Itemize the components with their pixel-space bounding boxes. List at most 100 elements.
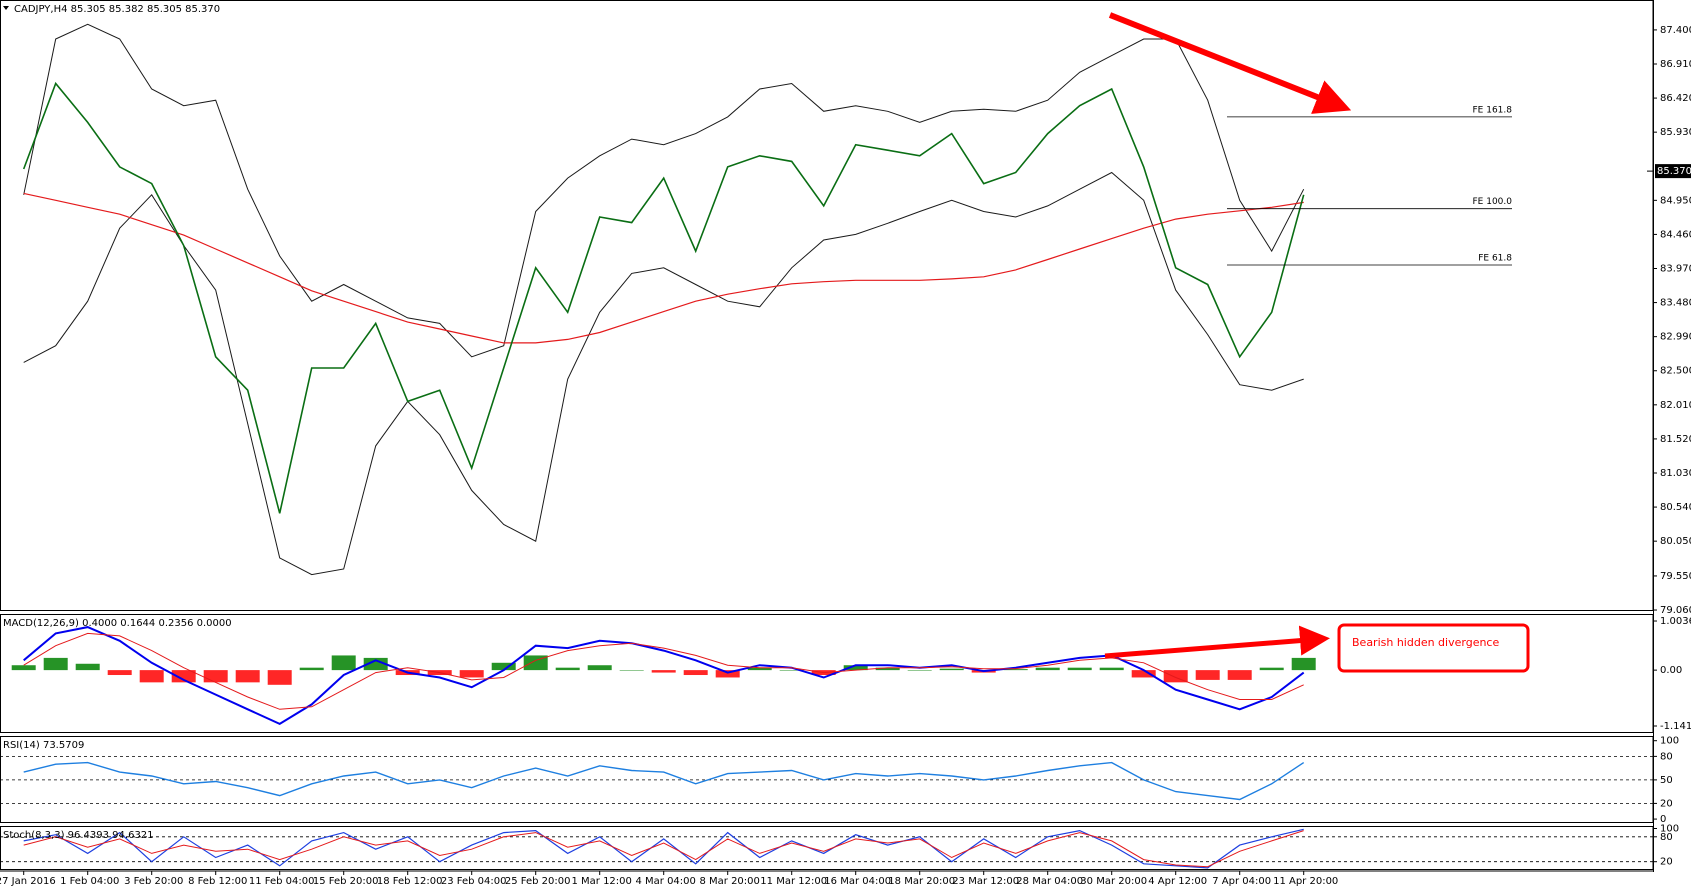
histogram-bar [491,662,516,671]
y-tick-label: 20 [1660,798,1673,809]
x-tick-label: 11 Mar 12:00 [760,876,827,887]
histogram-bar [1035,667,1060,671]
histogram-bar [235,670,260,683]
y-tick-label: 80.050 [1660,536,1691,547]
x-tick-label: 8 Mar 20:00 [699,876,759,887]
x-tick-label: 4 Apr 12:00 [1148,876,1207,887]
y-tick-label: 0 [1660,814,1666,825]
y-tick-label: 80 [1660,751,1673,762]
histogram-bar [747,667,772,671]
histogram-bar [267,670,292,685]
fib-label: FE 100.0 [1473,197,1513,207]
menu-triangle [3,6,9,10]
panel-title: CADJPY,H4 85.305 85.382 85.305 85.370 [14,4,220,15]
histogram-bar [1259,667,1284,671]
histogram-bar [1195,670,1220,680]
last-price-label: 85.370 [1657,166,1691,177]
x-tick-label: 1 Mar 12:00 [571,876,631,887]
y-tick-label: 79.550 [1660,571,1691,582]
histogram-bar [523,655,548,671]
histogram-bar [907,670,932,671]
histogram-bar [203,670,228,683]
histogram-bar [587,665,612,671]
y-tick-label: 0.00 [1660,665,1682,676]
x-tick-label: 18 Feb 12:00 [377,876,443,887]
x-tick-label: 23 Mar 12:00 [952,876,1019,887]
y-tick-label: 1.0036 [1660,616,1691,627]
divergence-arrow [1104,625,1330,659]
x-tick-label: 30 Mar 20:00 [1080,876,1147,887]
histogram-bar [43,657,68,671]
histogram-bar [1067,667,1092,671]
y-tick-label: 100 [1660,736,1679,747]
histogram-bar [1131,670,1156,678]
histogram-bar [1099,667,1124,671]
x-tick-label: 7 Apr 04:00 [1212,876,1271,887]
histogram-bar [619,670,644,671]
histogram-bar [715,670,740,678]
x-tick-label: 28 Mar 04:00 [1016,876,1083,887]
y-tick-label: -1.1417 [1660,721,1691,732]
y-tick-label: 86.910 [1660,59,1691,70]
y-tick-label: 81.520 [1660,434,1691,445]
y-tick-label: 83.480 [1660,298,1691,309]
histogram-bar [651,670,676,673]
y-tick-label: 100 [1660,823,1679,834]
histogram-bar [683,670,708,676]
series-line [22,81,1305,514]
y-tick-label: 79.060 [1660,605,1691,616]
y-tick-label: 87.400 [1660,25,1691,36]
x-tick-label: 23 Feb 04:00 [441,876,507,887]
panel-title: Stoch(8,3,3) 96.4393 94.6321 [3,830,154,841]
y-tick-label: 82.010 [1660,400,1691,411]
x-tick-label: 18 Mar 20:00 [888,876,955,887]
x-tick-label: 4 Mar 04:00 [635,876,695,887]
y-tick-label: 82.500 [1660,366,1691,377]
histogram-bar [779,670,804,671]
histogram-bar [11,665,36,671]
y-tick-label: 84.950 [1660,195,1691,206]
fib-label: FE 61.8 [1478,254,1512,264]
histogram-bar [459,670,484,678]
annotation-box [1337,623,1530,673]
series-line [23,761,1305,801]
histogram-bar [299,667,324,671]
y-tick-label: 20 [1660,857,1673,868]
series-line [23,632,1304,710]
x-tick-label: 11 Apr 20:00 [1273,876,1338,887]
x-tick-label: 1 Feb 04:00 [60,876,119,887]
y-tick-label: 80 [1660,832,1673,843]
x-tick-label: 16 Mar 04:00 [824,876,891,887]
y-tick-label: 81.030 [1660,468,1691,479]
histogram-bar [331,655,356,671]
histogram-bar [1003,669,1028,671]
y-tick-label: 86.420 [1660,93,1691,104]
y-tick-label: 83.970 [1660,263,1691,274]
panel-title: RSI(14) 73.5709 [3,740,84,751]
series-line [23,192,1304,344]
fib-label: FE 161.8 [1473,105,1513,115]
series-line [23,830,1304,868]
histogram-bar [171,670,196,683]
histogram-bar [75,663,100,671]
x-tick-label: 15 Feb 20:00 [313,876,379,887]
histogram-bar [139,670,164,683]
histogram-bar [555,667,580,671]
y-tick-label: 84.460 [1660,229,1691,240]
x-tick-label: 3 Feb 20:00 [124,876,183,887]
series-line [23,23,1305,358]
histogram-bar [1291,657,1316,671]
last-price-box [1655,164,1691,179]
x-tick-label: 27 Jan 2016 [0,876,56,887]
trend-arrow [1108,12,1352,114]
y-tick-label: 85.930 [1660,127,1691,138]
x-tick-label: 8 Feb 12:00 [188,876,247,887]
y-tick-label: 82.990 [1660,332,1691,343]
annotation-text: Bearish hidden divergence [1352,636,1499,649]
y-tick-label: 80.540 [1660,502,1691,513]
histogram-bar [107,670,132,676]
histogram-bar [843,665,868,671]
histogram-bar [1227,670,1252,680]
